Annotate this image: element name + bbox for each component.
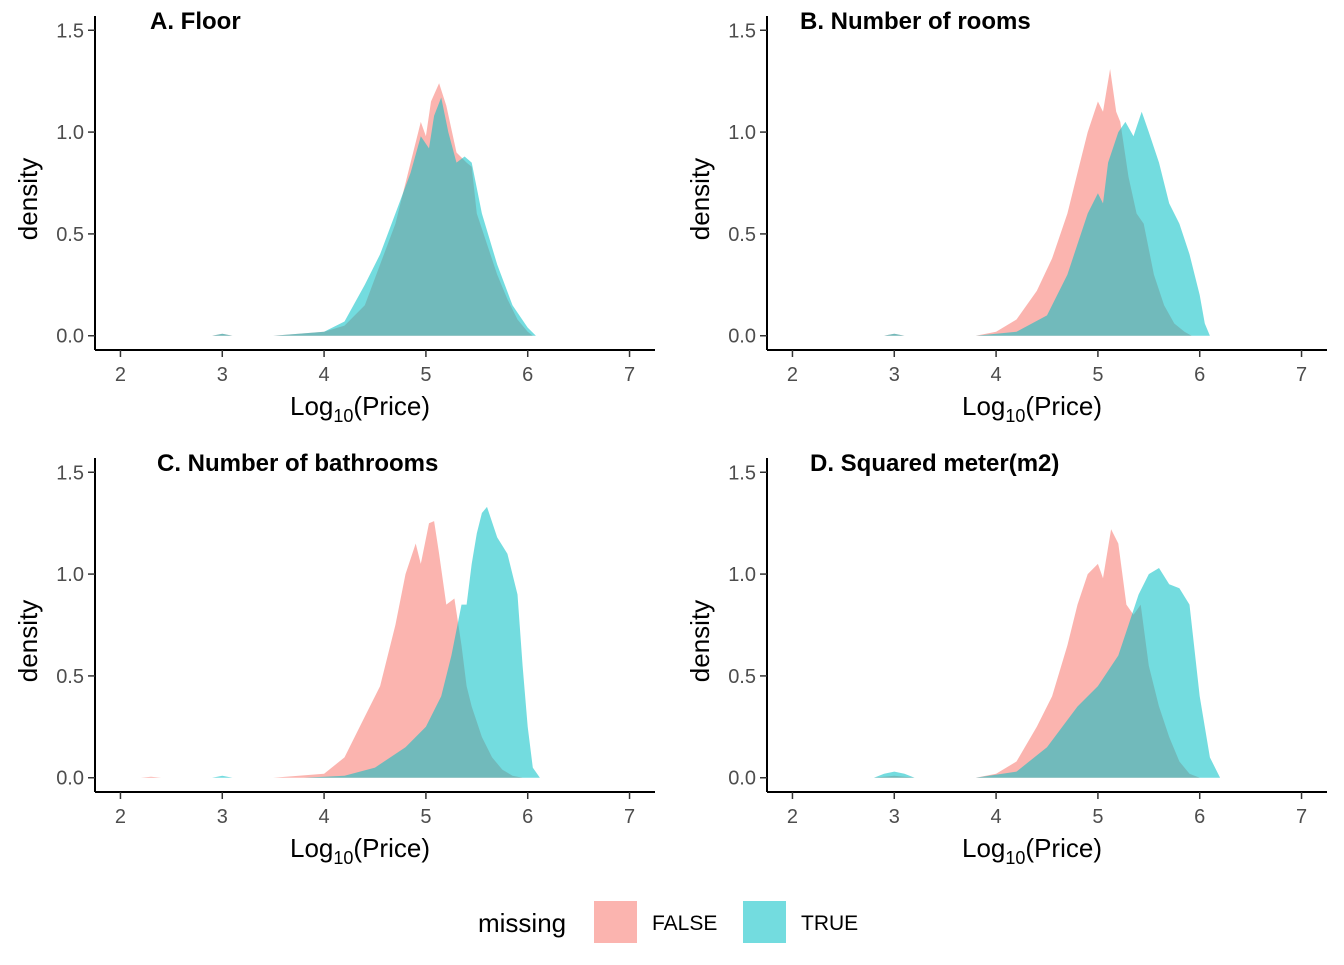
legend-label-false: FALSE [652,912,717,935]
x-tick-label: 2 [115,364,126,386]
panel-title: D. Squared meter(m2) [810,450,1059,477]
density-area-true [873,568,1221,778]
density-area-true [212,97,536,336]
chart-panel: 2 3 4 5 6 7 0.0 0.5 1.0 1.5 C. Number of bathrooms… [13,450,655,868]
y-tick-label: 1.5 [728,20,756,42]
x-tick-label: 6 [522,364,533,386]
y-axis-title: density [685,600,715,682]
x-tick-label: 7 [1296,806,1307,828]
y-axis-title: density [13,600,43,682]
y-tick-label: 0.0 [56,768,84,790]
x-tick-label: 5 [1092,364,1103,386]
y-tick-label: 1.0 [728,564,756,586]
density-area-false [140,521,523,778]
y-tick-label: 0.5 [56,666,84,688]
x-tick-label: 3 [217,364,228,386]
x-tick-label: 4 [319,806,330,828]
x-tick-label: 7 [624,364,635,386]
y-tick-label: 1.0 [728,122,756,144]
y-tick-label: 1.5 [56,20,84,42]
x-tick-label: 4 [991,364,1002,386]
x-tick-label: 5 [420,806,431,828]
x-tick-label: 6 [522,806,533,828]
x-tick-label: 6 [1194,364,1205,386]
x-tick-label: 6 [1194,806,1205,828]
x-tick-label: 7 [624,806,635,828]
y-tick-label: 0.0 [56,326,84,348]
y-tick-label: 1.5 [728,462,756,484]
chart-panel: 2 3 4 5 6 7 0.0 0.5 1.0 1.5 B. Number of rooms Log1… [685,8,1327,426]
density-area-true [212,506,540,778]
y-tick-label: 0.0 [728,768,756,790]
y-tick-label: 1.0 [56,122,84,144]
y-axis-title: density [13,158,43,240]
x-tick-label: 2 [787,364,798,386]
x-tick-label: 5 [420,364,431,386]
y-tick-label: 1.5 [56,462,84,484]
x-axis-title: Log10(Price) [962,833,1102,868]
density-area-true [884,111,1210,336]
y-tick-label: 0.5 [728,666,756,688]
x-axis-title: Log10(Price) [962,391,1102,426]
x-tick-label: 3 [889,364,900,386]
chart-panel: 2 3 4 5 6 7 0.0 0.5 1.0 1.5 D. Squared meter(m2) Lo… [685,450,1327,868]
y-tick-label: 1.0 [56,564,84,586]
x-tick-label: 7 [1296,364,1307,386]
x-tick-label: 3 [889,806,900,828]
x-tick-label: 5 [1092,806,1103,828]
x-axis-title: Log10(Price) [290,391,430,426]
y-tick-label: 0.5 [56,224,84,246]
legend-title: missing [478,908,566,938]
panel-title: B. Number of rooms [800,8,1031,35]
panel-title: C. Number of bathrooms [157,450,438,477]
legend-label-true: TRUE [801,912,858,935]
y-tick-label: 0.0 [728,326,756,348]
x-axis-title: Log10(Price) [290,833,430,868]
y-axis-title: density [685,158,715,240]
x-tick-label: 2 [787,806,798,828]
x-tick-label: 4 [991,806,1002,828]
x-tick-label: 2 [115,806,126,828]
legend: missing FALSE TRUE [478,901,858,943]
x-tick-label: 3 [217,806,228,828]
legend-key-false [594,901,637,943]
x-tick-label: 4 [319,364,330,386]
chart-panel: 2 3 4 5 6 7 0.0 0.5 1.0 1.5 A. Floor Log10(Price) de… [13,8,655,426]
legend-key-true [743,901,786,943]
y-tick-label: 0.5 [728,224,756,246]
panel-title: A. Floor [150,8,241,35]
